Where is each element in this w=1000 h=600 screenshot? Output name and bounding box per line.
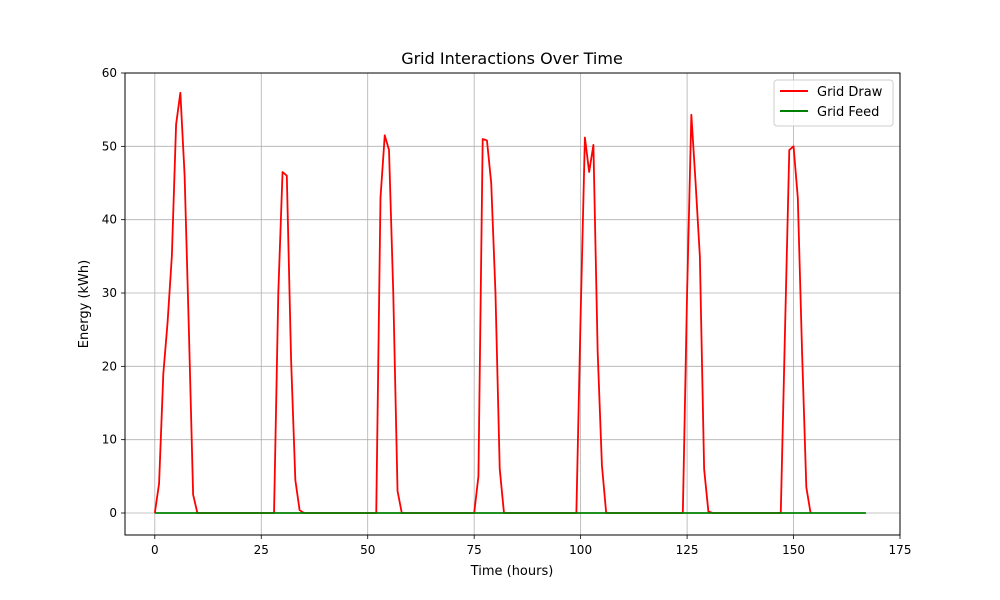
legend-label-grid-draw: Grid Draw — [817, 85, 883, 100]
series-layer — [153, 91, 866, 514]
y-tick-label: 10 — [102, 433, 117, 447]
y-axis-ticks: 0 10 20 30 40 50 60 — [102, 66, 125, 520]
y-tick-label: 20 — [102, 359, 117, 373]
chart-title: Grid Interactions Over Time — [401, 49, 623, 68]
legend-label-grid-feed: Grid Feed — [817, 105, 879, 120]
y-axis-label: Energy (kWh) — [77, 260, 92, 348]
y-tick-label: 60 — [102, 66, 117, 80]
x-tick-label: 125 — [676, 543, 699, 557]
x-tick-label: 150 — [782, 543, 805, 557]
x-axis-ticks: 0 25 50 75 100 125 150 175 — [151, 535, 911, 557]
grid-lines — [125, 72, 901, 535]
y-tick-label: 40 — [102, 213, 117, 227]
legend: Grid Draw Grid Feed — [773, 79, 894, 127]
x-tick-label: 0 — [151, 543, 159, 557]
x-tick-label: 75 — [467, 543, 482, 557]
x-tick-label: 100 — [569, 543, 592, 557]
x-tick-label: 25 — [254, 543, 269, 557]
plot-area-frame — [124, 72, 901, 536]
series-line-grid-draw — [153, 91, 812, 514]
x-axis-label: Time (hours) — [470, 564, 554, 579]
y-tick-label: 50 — [102, 139, 117, 153]
x-tick-label: 175 — [889, 543, 912, 557]
x-tick-label: 50 — [360, 543, 375, 557]
y-tick-label: 0 — [109, 506, 117, 520]
y-tick-label: 30 — [102, 286, 117, 300]
